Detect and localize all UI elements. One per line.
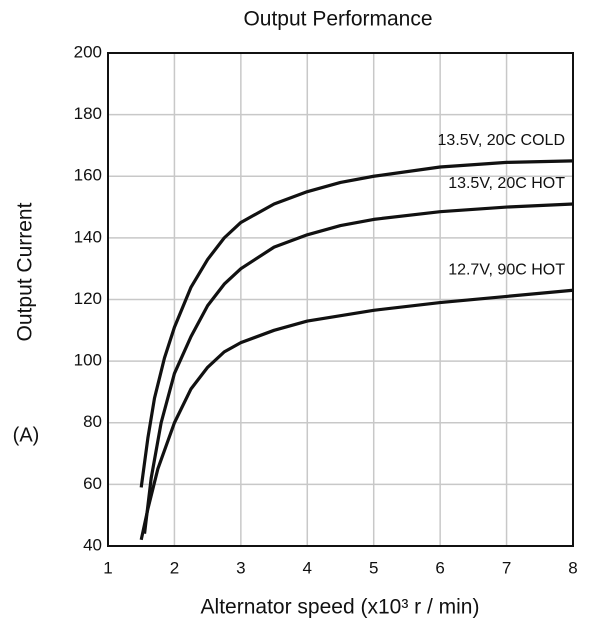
y-tick-label: 80 (83, 412, 102, 431)
y-axis-label: Output Current (14, 202, 37, 341)
x-tick-label: 2 (170, 558, 179, 577)
x-tick-label: 5 (369, 558, 378, 577)
series-label: 13.5V, 20C COLD (438, 132, 565, 149)
x-tick-label: 3 (236, 558, 245, 577)
y-tick-label: 60 (83, 474, 102, 493)
y-tick-label: 140 (74, 227, 102, 246)
y-tick-label: 180 (74, 104, 102, 123)
series-label: 12.7V, 90C HOT (448, 261, 565, 278)
y-tick-label: 40 (83, 535, 102, 554)
chart-title: Output Performance (243, 8, 432, 31)
x-axis-label: Alternator speed (x10³ r / min) (201, 596, 480, 619)
y-unit-label: (A) (13, 424, 40, 446)
x-tick-label: 8 (568, 558, 577, 577)
x-tick-label: 1 (103, 558, 112, 577)
series-line (139, 288, 574, 541)
series-line (142, 202, 574, 534)
y-tick-label: 100 (74, 351, 102, 370)
y-tick-label: 160 (74, 166, 102, 185)
y-tick-label: 200 (74, 42, 102, 61)
x-tick-label: 6 (435, 558, 444, 577)
series-label: 13.5V, 20C HOT (448, 175, 565, 192)
y-tick-label: 120 (74, 289, 102, 308)
x-tick-label: 4 (303, 558, 312, 577)
series-line (139, 159, 574, 488)
x-tick-label: 7 (502, 558, 511, 577)
plot-frame (107, 52, 574, 547)
